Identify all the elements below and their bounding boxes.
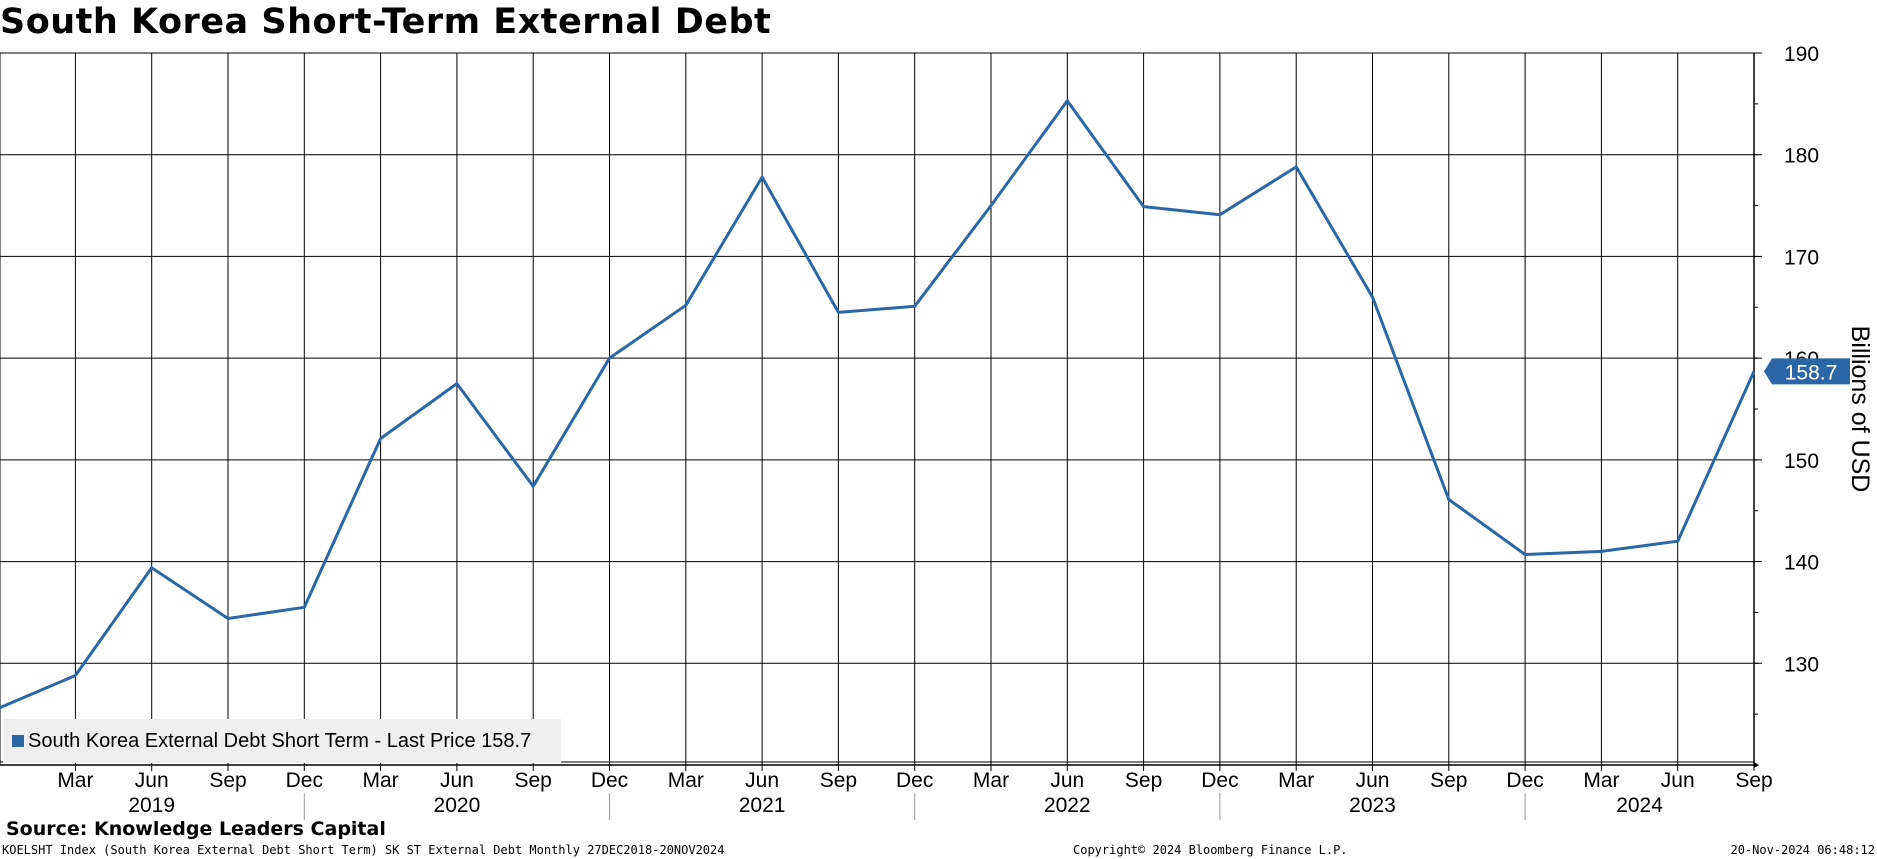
x-tick-label: Mar [57, 769, 93, 792]
y-tick-label: 130 [1784, 653, 1819, 676]
x-tick-label: Dec [896, 769, 933, 792]
x-year-label: 2022 [1044, 794, 1091, 817]
x-tick-label: Mar [1278, 769, 1314, 792]
y-tick-label: 190 [1784, 43, 1819, 66]
x-tick-label: Dec [286, 769, 323, 792]
source-note: Source: Knowledge Leaders Capital [6, 818, 386, 840]
x-year-label: 2021 [739, 794, 786, 817]
x-year-label: 2024 [1616, 794, 1663, 817]
chart-title: South Korea Short-Term External Debt [0, 2, 772, 42]
footer-ticker-info: KOELSHT Index (South Korea External Debt… [2, 843, 725, 857]
axes [0, 52, 1762, 820]
x-year-label: 2019 [128, 794, 175, 817]
x-tick-label: Jun [1661, 769, 1695, 792]
y-tick-label: 170 [1784, 246, 1819, 269]
x-tick-label: Jun [135, 769, 169, 792]
series-line [0, 99, 1756, 710]
x-tick-label: Dec [591, 769, 628, 792]
series-layer [0, 99, 1756, 710]
x-tick-label: Dec [1201, 769, 1238, 792]
last-value-label: 158.7 [1785, 361, 1838, 384]
legend-swatch [12, 735, 24, 747]
x-tick-label: Sep [515, 769, 552, 792]
y-tick-label: 140 [1784, 552, 1819, 575]
footer-timestamp: 20-Nov-2024 06:48:12 [1730, 843, 1876, 857]
x-tick-label: Mar [1583, 769, 1619, 792]
x-axis-arrow [1754, 762, 1759, 768]
x-tick-label: Sep [1430, 769, 1467, 792]
legend: South Korea External Debt Short Term - L… [3, 719, 561, 763]
y-tick-label: 150 [1784, 450, 1819, 473]
last-value-tag [1764, 358, 1850, 385]
x-tick-label: Mar [973, 769, 1009, 792]
y-tick-label: 180 [1784, 145, 1819, 168]
x-tick-label: Jun [440, 769, 474, 792]
x-tick-label: Jun [745, 769, 779, 792]
x-tick-label: Sep [1125, 769, 1162, 792]
legend-label: South Korea External Debt Short Term - L… [28, 729, 532, 752]
x-tick-label: Mar [363, 769, 399, 792]
x-tick-label: Jun [1356, 769, 1390, 792]
x-tick-label: Mar [668, 769, 704, 792]
x-tick-label: Sep [820, 769, 857, 792]
grid [0, 52, 1755, 765]
footer-copyright: Copyright© 2024 Bloomberg Finance L.P. [1073, 843, 1348, 857]
x-year-label: 2023 [1349, 794, 1396, 817]
x-tick-label: Sep [209, 769, 246, 792]
x-tick-label: Sep [1735, 769, 1772, 792]
tick-labels: 130140150160170180190MarJunSepDecMarJunS… [57, 43, 1874, 817]
x-tick-label: Jun [1050, 769, 1084, 792]
x-year-label: 2020 [434, 794, 481, 817]
y-axis-title: Billions of USD [1846, 326, 1874, 493]
x-tick-label: Dec [1506, 769, 1543, 792]
